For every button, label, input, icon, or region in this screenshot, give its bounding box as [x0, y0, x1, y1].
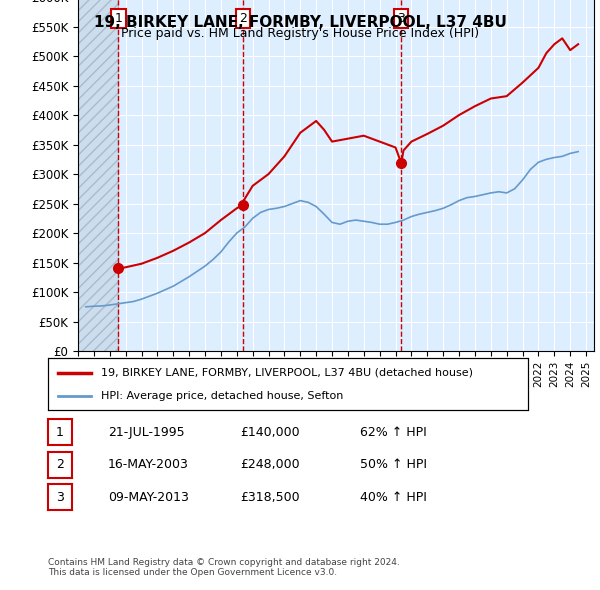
Bar — [78, 0, 118, 351]
Text: 1: 1 — [115, 12, 122, 25]
Text: 40% ↑ HPI: 40% ↑ HPI — [360, 491, 427, 504]
Text: 09-MAY-2013: 09-MAY-2013 — [108, 491, 189, 504]
Text: 19, BIRKEY LANE, FORMBY, LIVERPOOL, L37 4BU (detached house): 19, BIRKEY LANE, FORMBY, LIVERPOOL, L37 … — [101, 368, 473, 378]
Text: £248,000: £248,000 — [240, 458, 299, 471]
Text: 62% ↑ HPI: 62% ↑ HPI — [360, 426, 427, 439]
Text: 19, BIRKEY LANE, FORMBY, LIVERPOOL, L37 4BU: 19, BIRKEY LANE, FORMBY, LIVERPOOL, L37 … — [94, 15, 506, 30]
Text: 50% ↑ HPI: 50% ↑ HPI — [360, 458, 427, 471]
Text: HPI: Average price, detached house, Sefton: HPI: Average price, detached house, Seft… — [101, 391, 343, 401]
Text: 21-JUL-1995: 21-JUL-1995 — [108, 426, 185, 439]
Text: 2: 2 — [239, 12, 247, 25]
Text: £140,000: £140,000 — [240, 426, 299, 439]
Text: 3: 3 — [397, 12, 405, 25]
Text: 3: 3 — [56, 491, 64, 504]
Text: Contains HM Land Registry data © Crown copyright and database right 2024.
This d: Contains HM Land Registry data © Crown c… — [48, 558, 400, 577]
Text: 2: 2 — [56, 458, 64, 471]
Text: Price paid vs. HM Land Registry's House Price Index (HPI): Price paid vs. HM Land Registry's House … — [121, 27, 479, 40]
Text: 1: 1 — [56, 426, 64, 439]
Text: £318,500: £318,500 — [240, 491, 299, 504]
Text: 16-MAY-2003: 16-MAY-2003 — [108, 458, 189, 471]
